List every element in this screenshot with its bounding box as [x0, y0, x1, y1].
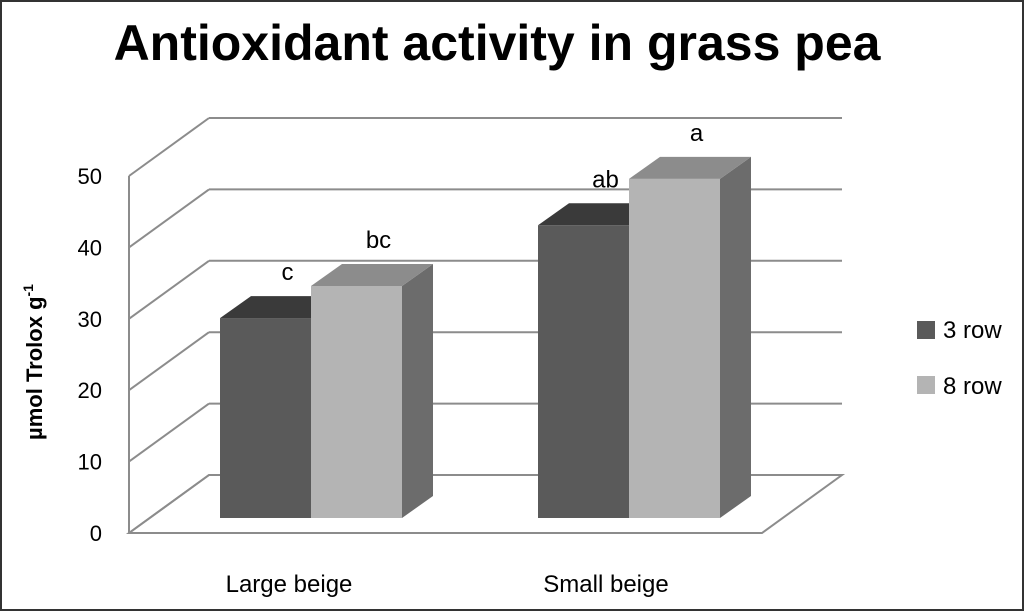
bar-front-face [220, 318, 311, 518]
bar-annotation: c [282, 259, 294, 286]
bar-annotation: bc [366, 227, 391, 254]
chart-title: Antioxidant activity in grass pea [114, 15, 882, 71]
chart-floor [125, 474, 846, 534]
y-tick-label: 0 [90, 521, 102, 546]
bar-annotation: a [690, 120, 704, 147]
gridline-depth [128, 117, 210, 177]
y-tick-label: 10 [78, 450, 102, 475]
legend-swatch-3-row [917, 321, 935, 339]
y-tick-label: 40 [78, 235, 102, 260]
bar-front-face [538, 225, 629, 518]
y-axis-label-superscript: -1 [20, 284, 36, 297]
gridline-depth [128, 402, 210, 463]
bar [311, 263, 433, 518]
bar-top-face [311, 263, 433, 286]
y-tick-label: 30 [78, 307, 102, 332]
category-label-large-beige: Large beige [226, 571, 353, 598]
bar [629, 156, 751, 518]
y-tick-label: 50 [78, 164, 102, 189]
bar-front-face [311, 285, 402, 518]
bars [220, 156, 751, 518]
legend-label-8-row: 8 row [943, 373, 1002, 400]
legend-swatch-8-row [917, 376, 935, 394]
bar-side-face [402, 263, 433, 518]
legend-label-3-row: 3 row [943, 317, 1002, 344]
gridline-depth [128, 331, 210, 392]
category-label-small-beige: Small beige [543, 571, 668, 598]
bar-top-face [629, 156, 751, 179]
y-axis-label: µmol Trolox g-1 [20, 284, 47, 440]
y-tick-label: 20 [78, 378, 102, 403]
legend: 3 row 8 row [917, 317, 1002, 400]
gridline-depth [128, 188, 210, 249]
bar-front-face [629, 178, 720, 518]
y-tick-labels: 0 10 20 30 40 50 [78, 164, 102, 546]
bar-side-face [720, 156, 751, 518]
gridline-depth [128, 259, 210, 320]
bar-annotation: ab [592, 166, 619, 193]
